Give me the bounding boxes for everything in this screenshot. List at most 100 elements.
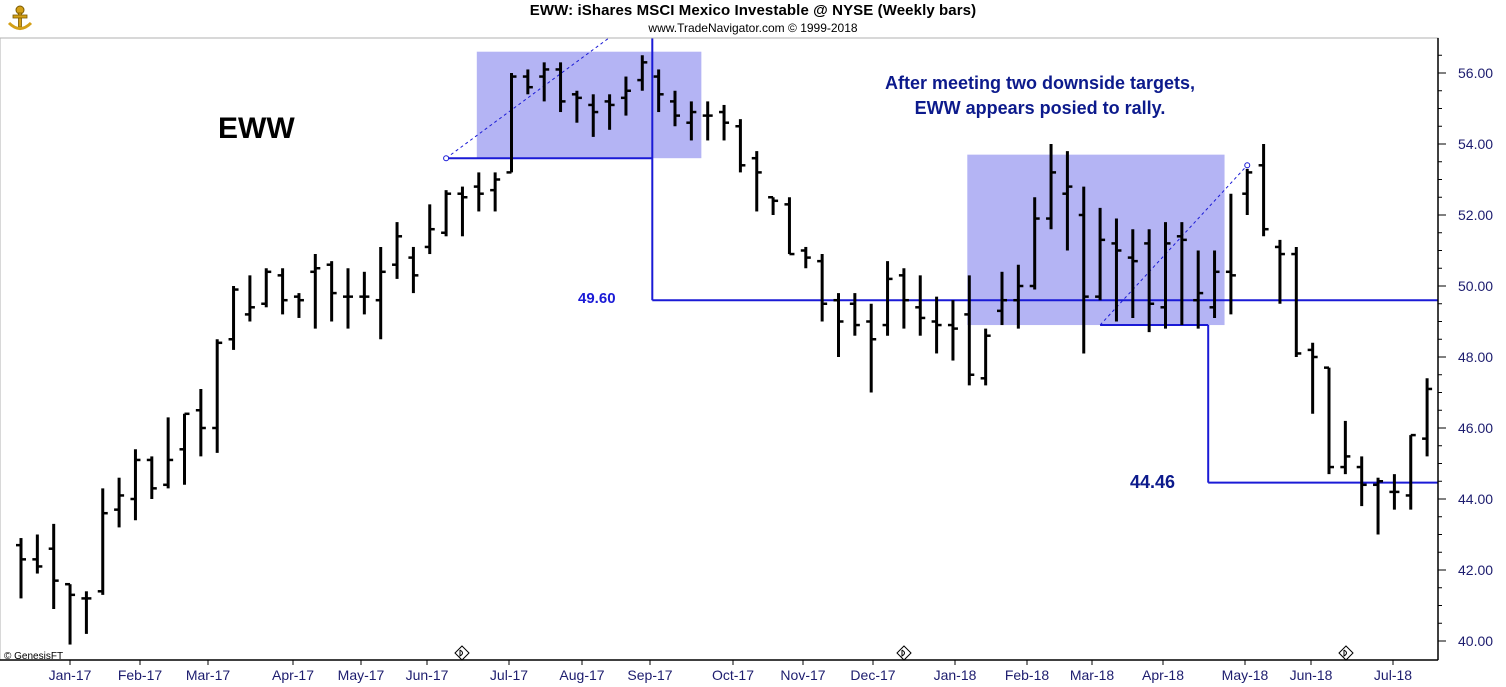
- ohlc-bar-8: [130, 449, 141, 521]
- projection-dashed-line-1: [445, 37, 610, 159]
- ohlc-bar-75: [1225, 193, 1236, 315]
- ohlc-bar-87: [1422, 378, 1433, 457]
- x-tick-label: Apr-18: [1142, 667, 1184, 683]
- ohlc-bar-44: [719, 104, 730, 141]
- dividend-diamond-icon: [454, 645, 470, 661]
- x-tick-label: Nov-17: [780, 667, 825, 683]
- ohlc-bar-70: [1144, 229, 1155, 333]
- ohlc-bar-66: [1078, 186, 1089, 354]
- dividend-markers: [454, 645, 1354, 661]
- chart-axes: [0, 37, 1439, 661]
- ohlc-bar-25: [408, 246, 419, 294]
- ohlc-bar-39: [637, 55, 648, 91]
- x-tick-label: Jul-18: [1374, 667, 1412, 683]
- ohlc-bar-55: [898, 268, 909, 329]
- weekly-bars: [16, 55, 1433, 645]
- ohlc-bar-15: [244, 275, 255, 322]
- dividend-diamond-icon: [896, 645, 912, 661]
- ohlc-bar-5: [81, 591, 92, 634]
- ohlc-bar-29: [473, 172, 484, 212]
- chart-title: EWW: iShares MSCI Mexico Investable @ NY…: [529, 2, 977, 19]
- ohlc-bar-46: [751, 151, 762, 212]
- ohlc-bar-13: [212, 339, 223, 453]
- ohlc-bar-37: [604, 94, 615, 130]
- x-tick-label: Sep-17: [627, 667, 672, 683]
- ohlc-bar-16: [261, 268, 272, 308]
- ohlc-bar-64: [1046, 144, 1057, 230]
- target-level-label-1: 49.60: [578, 290, 616, 307]
- ohlc-bar-45: [735, 119, 746, 173]
- ohlc-bar-31: [506, 73, 517, 174]
- x-tick-label: Jun-18: [1290, 667, 1333, 683]
- ohlc-bar-30: [490, 172, 501, 212]
- ohlc-bar-40: [653, 69, 664, 113]
- ohlc-bar-56: [915, 275, 926, 336]
- ohlc-bar-79: [1291, 246, 1302, 357]
- y-axis-ticks: 40.00 42.00 44.00 46.00 48.00 50.00 52.00 54.00…: [1438, 54, 1493, 649]
- ohlc-bar-11: [179, 412, 190, 485]
- y-tick-label: 48.00: [1458, 349, 1493, 365]
- x-tick-label: Jan-18: [934, 667, 977, 683]
- diamond-glyph: [459, 649, 463, 657]
- ohlc-bar-36: [588, 94, 599, 137]
- ohlc-bar-52: [849, 293, 860, 336]
- ohlc-bar-38: [620, 76, 631, 116]
- ohlc-bar-80: [1307, 342, 1318, 414]
- ohlc-bar-62: [1013, 264, 1024, 329]
- ohlc-bar-21: [343, 268, 353, 329]
- ohlc-bar-20: [326, 261, 337, 322]
- annotation-line-2: EWW appears posied to rally.: [914, 98, 1166, 118]
- ohlc-bar-84: [1373, 477, 1384, 535]
- y-tick-label: 50.00: [1458, 278, 1493, 294]
- y-tick-label: 44.00: [1458, 491, 1493, 507]
- ohlc-bar-83: [1356, 456, 1367, 507]
- ohlc-bar-65: [1062, 151, 1073, 251]
- target-guides: [443, 37, 1438, 484]
- y-tick-label: 56.00: [1458, 65, 1493, 81]
- ohlc-bar-63: [1029, 197, 1040, 290]
- diamond-glyph: [1343, 649, 1347, 657]
- projection-anchor-1: [443, 155, 450, 162]
- y-tick-label: 40.00: [1458, 633, 1493, 649]
- ohlc-bar-41: [670, 90, 680, 127]
- ohlc-bar-74: [1209, 250, 1220, 318]
- ohlc-bar-77: [1258, 144, 1269, 237]
- ohlc-bar-42: [686, 101, 697, 141]
- genesis-anchor-logo: [7, 5, 33, 30]
- x-tick-label: May-18: [1222, 667, 1269, 683]
- ohlc-bar-19: [310, 254, 321, 329]
- annotation-line-1: After meeting two downside targets,: [884, 73, 1196, 93]
- ohlc-bar-73: [1193, 250, 1204, 329]
- ohlc-bar-32: [522, 69, 533, 95]
- ohlc-bar-6: [97, 488, 108, 595]
- x-tick-label: Apr-17: [272, 667, 314, 683]
- ohlc-bar-12: [195, 388, 206, 457]
- ohlc-bar-78: [1274, 239, 1285, 304]
- ohlc-bar-3: [48, 523, 59, 610]
- plot-background: [0, 38, 1438, 660]
- ohlc-bar-67: [1095, 207, 1106, 301]
- x-tick-label: Jan-17: [49, 667, 92, 683]
- ohlc-bar-18: [293, 293, 304, 318]
- ohlc-bar-72: [1176, 222, 1187, 326]
- x-tick-label: May-17: [338, 667, 385, 683]
- ohlc-bar-59: [964, 275, 975, 386]
- ohlc-bar-9: [146, 456, 157, 499]
- y-tick-label: 46.00: [1458, 420, 1493, 436]
- symbol-label: EWW: [218, 112, 295, 145]
- ohlc-bar-53: [866, 303, 877, 393]
- ohlc-bar-81: [1324, 366, 1334, 475]
- ohlc-bar-61: [997, 271, 1007, 326]
- ohlc-bar-4: [65, 582, 76, 645]
- ohlc-bar-47: [768, 196, 779, 215]
- dividend-diamond-icon: [1338, 645, 1354, 661]
- ohlc-bar-23: [375, 246, 386, 340]
- ohlc-bar-71: [1160, 222, 1171, 329]
- ohlc-bar-69: [1127, 229, 1138, 318]
- ohlc-bar-14: [228, 286, 239, 350]
- ohlc-bar-86: [1405, 433, 1416, 510]
- x-tick-label: Mar-18: [1070, 667, 1115, 683]
- ohlc-bar-82: [1340, 420, 1351, 475]
